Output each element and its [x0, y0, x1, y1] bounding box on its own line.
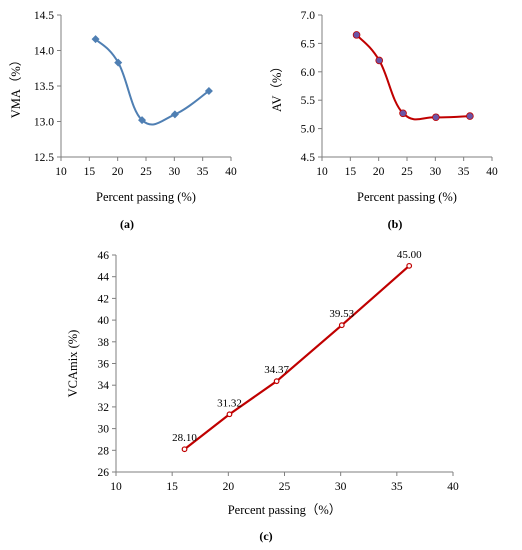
- y-tick-label: 42: [98, 293, 110, 305]
- x-tick-label: 10: [316, 166, 328, 178]
- y-tick-label: 26: [98, 467, 110, 479]
- y-tick-label: 6.5: [301, 38, 316, 50]
- y-tick-label: 30: [98, 424, 110, 436]
- data-point-marker: [170, 110, 179, 119]
- data-point-marker: [273, 378, 280, 385]
- x-tick-label: 35: [391, 481, 403, 493]
- y-tick-label: 4.5: [301, 152, 316, 164]
- x-tick-label: 25: [140, 166, 152, 178]
- panel-label: (b): [388, 217, 403, 231]
- y-tick-label: 13.0: [34, 117, 54, 129]
- data-point-marker: [204, 86, 213, 95]
- y-tick-label: 12.5: [34, 152, 54, 164]
- x-tick-label: 20: [223, 481, 235, 493]
- x-tick-label: 20: [112, 166, 124, 178]
- x-tick-label: 35: [458, 166, 470, 178]
- data-point-marker: [226, 411, 233, 418]
- data-label: 39.53: [329, 308, 354, 320]
- y-tick-label: 38: [98, 337, 110, 349]
- x-tick-label: 30: [169, 166, 181, 178]
- panel-label: (a): [120, 217, 134, 231]
- data-point-marker: [352, 31, 361, 39]
- data-point-marker: [399, 109, 407, 118]
- x-tick-label: 30: [430, 166, 442, 178]
- chart-panel-a: 12.5 13.0 13.5 14.0 14.5 10 15 20 25 30 35 40 Percen…: [9, 10, 237, 231]
- data-point-marker: [432, 113, 440, 122]
- y-axis-title: VCAmix (%): [66, 330, 80, 398]
- y-tick-label: 32: [98, 402, 110, 414]
- x-tick-label: 40: [225, 166, 237, 178]
- y-tick-label: 36: [98, 359, 110, 371]
- chart-panel-c: 26 28 30 32 34 36 38 40 42 44 46 10 15 20 25 30 35 40 Perc…: [66, 249, 459, 543]
- chart-panel-b: 4.5 5.0 5.5 6.0 6.5 7.0 10 15 20 25 30 35 40 Percent …: [270, 10, 498, 231]
- x-tick-label: 35: [197, 166, 209, 178]
- data-point-marker: [338, 322, 345, 329]
- data-point-marker: [138, 116, 147, 125]
- series-line: [94, 38, 210, 126]
- x-tick-label: 25: [401, 166, 413, 178]
- x-tick-label: 30: [335, 481, 347, 493]
- y-tick-label: 14.5: [34, 10, 54, 22]
- y-tick-label: 6.0: [301, 67, 316, 79]
- y-tick-label: 13.5: [34, 81, 54, 93]
- x-tick-label: 10: [55, 166, 67, 178]
- data-point-marker: [181, 446, 188, 453]
- y-axis-title: AV（%）: [270, 60, 284, 112]
- y-tick-label: 46: [98, 250, 110, 262]
- data-point-marker: [375, 56, 384, 65]
- data-label: 34.37: [264, 364, 289, 376]
- x-tick-label: 10: [110, 481, 122, 493]
- series-line: [355, 34, 470, 121]
- x-axis-title: Percent passing (%): [357, 190, 457, 204]
- data-point-marker: [466, 112, 474, 120]
- x-tick-label: 40: [447, 481, 459, 493]
- x-axis-title: Percent passing（%）: [228, 503, 342, 517]
- x-tick-label: 40: [486, 166, 498, 178]
- data-label: 45.00: [397, 249, 422, 261]
- data-point-marker: [114, 58, 123, 67]
- data-point-marker: [406, 262, 413, 269]
- panel-label: (c): [259, 529, 272, 543]
- x-tick-label: 25: [279, 481, 291, 493]
- data-label: 28.10: [172, 432, 197, 444]
- data-label: 31.32: [217, 397, 242, 409]
- x-tick-label: 15: [84, 166, 96, 178]
- x-axis-title: Percent passing (%): [96, 190, 196, 204]
- y-tick-label: 28: [98, 445, 110, 457]
- y-tick-label: 44: [98, 272, 110, 284]
- y-tick-label: 14.0: [34, 46, 54, 58]
- data-point-marker: [91, 35, 100, 44]
- y-axis-title: VMA（%）: [9, 54, 23, 119]
- series-line: [183, 265, 410, 451]
- x-tick-label: 15: [345, 166, 357, 178]
- x-tick-label: 20: [373, 166, 385, 178]
- y-tick-label: 34: [98, 380, 110, 392]
- y-tick-label: 5.0: [301, 124, 316, 136]
- y-tick-label: 7.0: [301, 10, 316, 22]
- y-tick-label: 40: [98, 315, 110, 327]
- x-tick-label: 15: [166, 481, 178, 493]
- y-tick-label: 5.5: [301, 95, 316, 107]
